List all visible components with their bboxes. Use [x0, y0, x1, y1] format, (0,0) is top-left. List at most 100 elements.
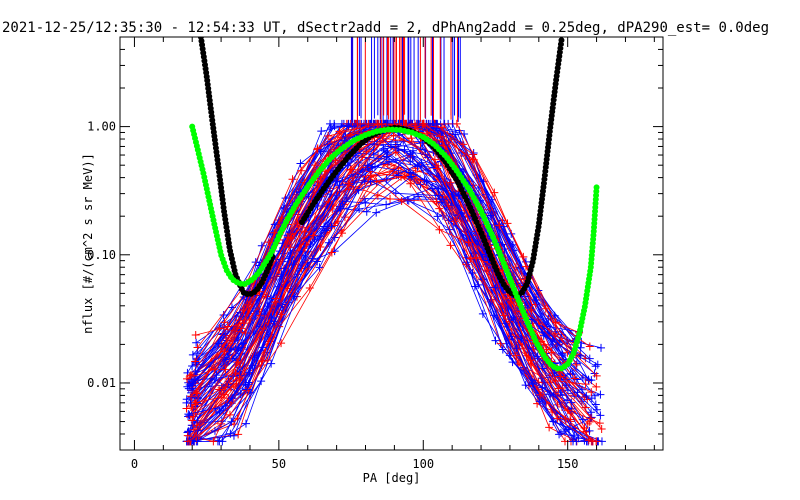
plot-frame [119, 36, 664, 451]
profile-marker [345, 179, 354, 188]
profile-marker [286, 248, 295, 257]
profile-marker [227, 417, 236, 426]
profile-marker [193, 389, 202, 398]
profile-marker [482, 190, 491, 199]
profile-marker [555, 430, 564, 439]
x-tick-label: 100 [412, 457, 434, 471]
profile-marker [221, 401, 230, 410]
profile-marker [277, 339, 286, 348]
profile-marker [587, 413, 596, 422]
profile-marker [474, 280, 483, 289]
profile-marker [379, 144, 388, 153]
x-tick-label: 0 [131, 457, 138, 471]
profile-marker [309, 231, 318, 240]
profile-marker [435, 225, 444, 234]
profile-marker [438, 123, 447, 132]
profile-marker [210, 365, 219, 374]
profile-marker [432, 197, 441, 206]
profile-marker [572, 359, 581, 368]
profile-marker [550, 329, 559, 338]
profile-marker [472, 253, 481, 262]
profile-marker [344, 119, 353, 128]
profile-marker [191, 357, 200, 366]
profile-marker [452, 119, 461, 128]
profile-marker [267, 313, 276, 322]
profile-marker [433, 164, 442, 173]
profile-marker [578, 373, 587, 382]
profile-marker [582, 391, 591, 400]
x-axis: 0 50 100 150 [131, 37, 655, 471]
profile-marker [592, 371, 601, 380]
profile-marker [277, 310, 286, 319]
profile-line [191, 180, 577, 442]
profile-marker [587, 394, 596, 403]
profile-marker [211, 375, 220, 384]
profile-marker [340, 136, 349, 145]
profile-marker [446, 241, 455, 250]
profile-marker [449, 217, 458, 226]
y-tick-label: 0.01 [87, 376, 116, 390]
profile-marker [563, 406, 572, 415]
profile-marker [557, 402, 566, 411]
profile-marker [235, 374, 244, 383]
profile-marker [587, 414, 596, 423]
profile-marker [193, 349, 202, 358]
profile-marker [365, 153, 374, 162]
profile-marker [313, 257, 322, 266]
y-axis-label: nflux [#/(cm^2 s sr MeV)] [81, 153, 95, 334]
y-tick-label: 0.10 [87, 248, 116, 262]
profile-marker [243, 385, 252, 394]
profile-marker [553, 414, 562, 423]
profile-marker [382, 200, 391, 209]
black-fit-curve [299, 37, 565, 299]
profile-marker [316, 242, 325, 251]
profile-marker [596, 411, 605, 420]
profile-marker [327, 248, 336, 257]
y-tick-label: 1.00 [87, 120, 116, 134]
profile-marker [244, 380, 253, 389]
profile-marker [433, 184, 442, 193]
profile-marker [239, 319, 248, 328]
green-fit-curve [189, 123, 600, 372]
profile-marker [434, 191, 443, 200]
profile-marker [466, 254, 475, 263]
profile-marker [419, 119, 428, 128]
profile-marker [313, 177, 322, 186]
profile-marker [221, 365, 230, 374]
profile-marker [239, 339, 248, 348]
profile-marker [458, 140, 467, 149]
x-tick-label: 150 [557, 457, 579, 471]
x-axis-label: PA [deg] [363, 471, 421, 485]
profile-marker [382, 174, 391, 183]
profile-marker [478, 309, 487, 318]
profile-marker [578, 385, 587, 394]
profile-marker [545, 423, 554, 432]
profile-marker [288, 175, 297, 184]
profile-marker [324, 131, 333, 140]
profile-marker [468, 269, 477, 278]
profile-marker [219, 311, 228, 320]
high-flux-spikes [350, 37, 461, 127]
profile-marker [225, 410, 234, 419]
profile-marker [191, 331, 200, 340]
profile-marker [451, 130, 460, 139]
profile-marker [192, 421, 201, 430]
profile-marker [372, 208, 381, 217]
profile-marker [587, 388, 596, 397]
profile-marker [305, 284, 314, 293]
profile-marker [191, 367, 200, 376]
profile-marker [188, 350, 197, 359]
profile-marker [366, 171, 375, 180]
profile-marker [576, 343, 585, 352]
profile-marker [218, 437, 227, 446]
profile-marker [362, 207, 371, 216]
profile-marker [596, 390, 605, 399]
profile-marker [454, 191, 463, 200]
profile-marker [382, 152, 391, 161]
profile-line [186, 195, 589, 442]
profile-marker [593, 360, 602, 369]
profile-marker [270, 228, 279, 237]
profile-marker [214, 339, 223, 348]
profile-marker [581, 380, 590, 389]
profile-marker [570, 374, 579, 383]
